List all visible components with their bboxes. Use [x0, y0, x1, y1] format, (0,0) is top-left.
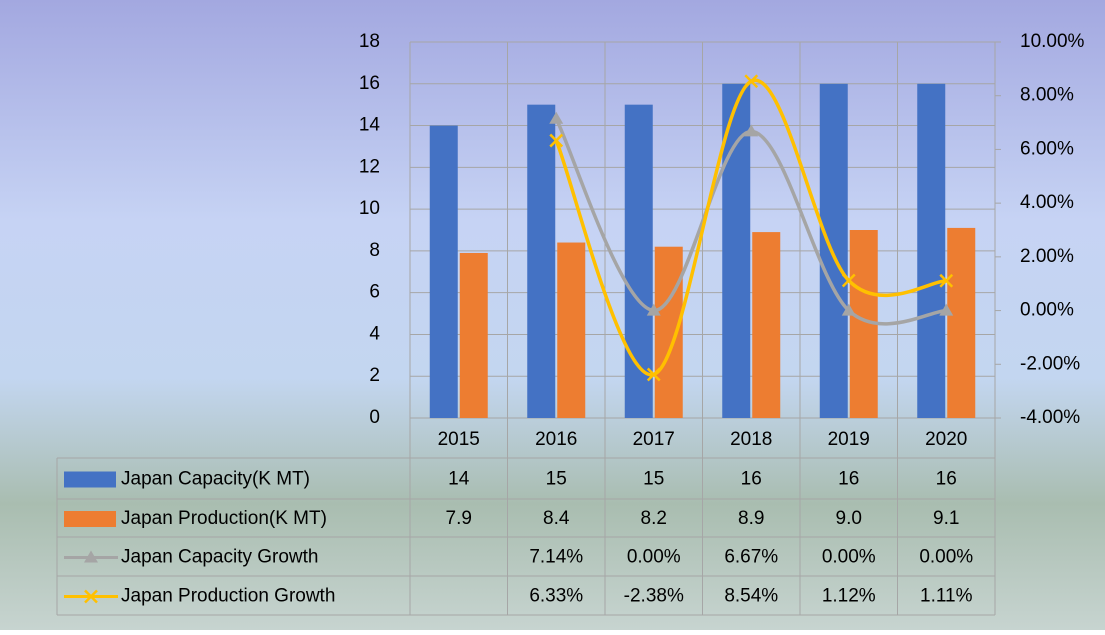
- line-marker: [744, 74, 759, 89]
- bar: [654, 246, 683, 418]
- y2-tick-label: 0.00%: [1020, 300, 1074, 321]
- y2-tick-label: 6.00%: [1020, 138, 1074, 159]
- table-cell: 8.2: [641, 508, 667, 529]
- line-marker: [939, 303, 954, 316]
- x-tick-label: 2015: [438, 429, 480, 450]
- legend-marker: [84, 589, 98, 604]
- legend-label: Japan Capacity Growth: [121, 547, 319, 568]
- bar: [527, 104, 556, 419]
- legend-key: [64, 471, 116, 488]
- y2-tick-label: -2.00%: [1020, 353, 1080, 374]
- table-cell: 15: [643, 469, 664, 490]
- table-cell: 0.00%: [919, 547, 973, 568]
- table-cell: 16: [838, 469, 859, 490]
- legend-key: [64, 511, 116, 527]
- y-tick-label: 10: [359, 198, 380, 219]
- line: [554, 78, 947, 377]
- y-tick-label: 12: [359, 156, 380, 177]
- bar: [947, 227, 976, 418]
- table-cell: 14: [448, 469, 470, 490]
- x-tick-label: 2019: [828, 429, 870, 450]
- bar: [459, 252, 488, 418]
- table-cell: 0.00%: [627, 547, 681, 568]
- bar: [722, 83, 751, 419]
- table-cell: 9.0: [836, 508, 862, 529]
- bar: [429, 125, 458, 419]
- line-marker: [841, 303, 856, 316]
- x-tick-label: 2017: [633, 429, 675, 450]
- table-cell: 1.11%: [920, 586, 973, 607]
- table-cell: 8.9: [738, 508, 764, 529]
- bar: [819, 83, 848, 419]
- line: [554, 118, 947, 326]
- y-tick-label: 6: [369, 282, 380, 303]
- table-cell: 16: [936, 469, 957, 490]
- y-tick-label: 4: [369, 323, 380, 344]
- y-tick-label: 16: [359, 73, 380, 94]
- x-tick-label: 2016: [535, 429, 577, 450]
- legend-label: Japan Capacity(K MT): [121, 469, 310, 490]
- legend-label: Japan Production Growth: [121, 586, 335, 607]
- bar: [917, 83, 946, 419]
- bar: [557, 242, 586, 418]
- table-cell: 9.1: [933, 508, 959, 529]
- line-marker: [841, 273, 856, 288]
- table-cell: 7.9: [446, 508, 472, 529]
- y-tick-label: 18: [359, 31, 380, 52]
- table-cell: 15: [546, 469, 567, 490]
- y-tick-label: 0: [369, 407, 380, 428]
- line-marker: [939, 273, 954, 288]
- line-marker: [549, 133, 564, 148]
- y2-tick-label: 10.00%: [1020, 31, 1085, 52]
- table-cell: 1.12%: [822, 586, 876, 607]
- table-cell: 0.00%: [822, 547, 876, 568]
- y2-tick-label: 8.00%: [1020, 85, 1074, 106]
- line-marker: [646, 303, 661, 316]
- y-tick-label: 2: [369, 365, 380, 386]
- table-cell: 8.54%: [724, 586, 778, 607]
- table-cell: -2.38%: [624, 586, 684, 607]
- y-tick-label: 14: [359, 115, 381, 136]
- y2-tick-label: 2.00%: [1020, 246, 1074, 267]
- line-marker: [549, 111, 564, 124]
- table-cell: 6.33%: [529, 586, 583, 607]
- x-tick-label: 2018: [730, 429, 772, 450]
- table-cell: 6.67%: [724, 547, 778, 568]
- line-marker: [646, 367, 661, 382]
- x-tick-label: 2020: [925, 429, 967, 450]
- legend-marker: [84, 550, 98, 563]
- table-cell: 16: [741, 469, 762, 490]
- y2-tick-label: 4.00%: [1020, 192, 1074, 213]
- table-cell: 8.4: [543, 508, 570, 529]
- y-tick-label: 8: [369, 240, 380, 261]
- legend-label: Japan Production(K MT): [121, 508, 327, 529]
- bar: [752, 232, 781, 418]
- y2-tick-label: -4.00%: [1020, 407, 1080, 428]
- table-cell: 7.14%: [529, 547, 583, 568]
- line-marker: [744, 124, 759, 137]
